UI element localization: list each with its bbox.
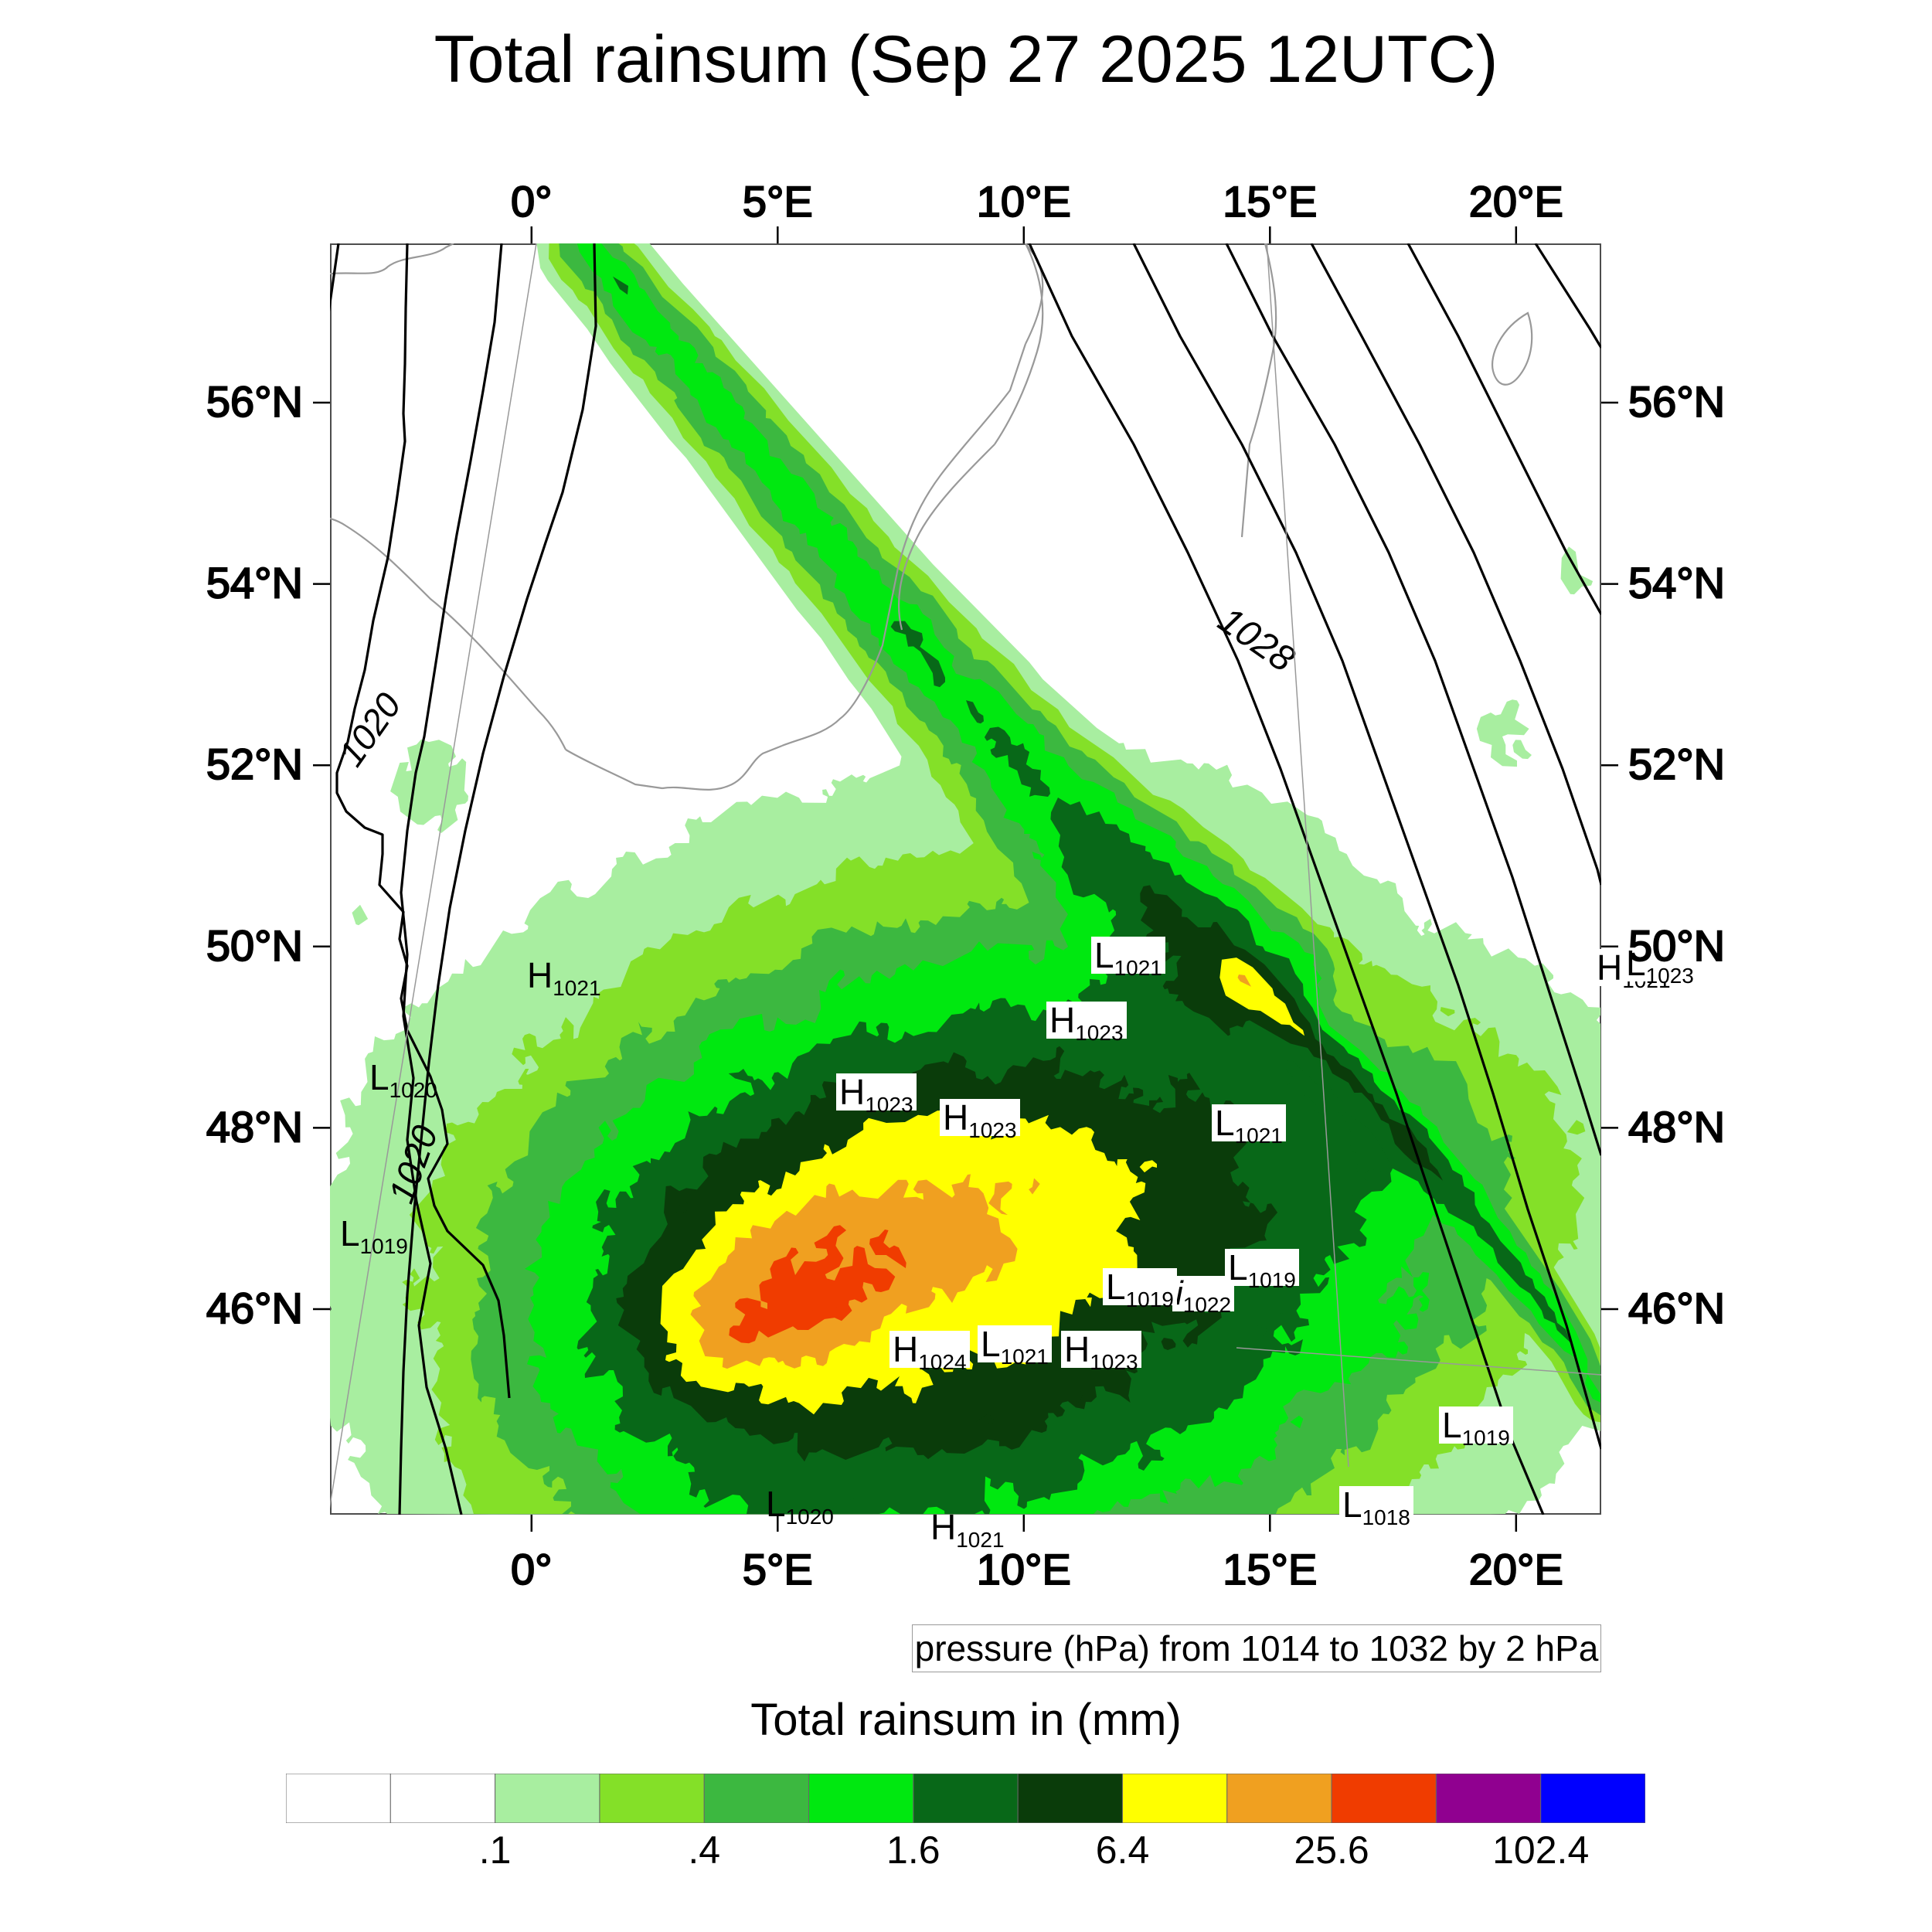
svg-text:10°E: 10°E: [977, 177, 1071, 226]
svg-text:56°N: 56°N: [1628, 377, 1725, 426]
svg-text:20°E: 20°E: [1469, 1545, 1563, 1594]
svg-text:50°N: 50°N: [206, 921, 303, 970]
svg-text:56°N: 56°N: [206, 377, 303, 426]
svg-text:48°N: 48°N: [206, 1102, 303, 1151]
svg-text:15°E: 15°E: [1223, 177, 1317, 226]
svg-text:50°N: 50°N: [1628, 921, 1725, 970]
svg-text:46°N: 46°N: [1628, 1284, 1725, 1332]
svg-text:54°N: 54°N: [206, 559, 303, 607]
svg-text:10°E: 10°E: [977, 1545, 1071, 1594]
svg-text:52°N: 52°N: [206, 740, 303, 788]
svg-text:20°E: 20°E: [1469, 177, 1563, 226]
svg-text:5°E: 5°E: [743, 1545, 813, 1594]
svg-text:15°E: 15°E: [1223, 1545, 1317, 1594]
svg-text:54°N: 54°N: [1628, 559, 1725, 607]
svg-text:0°: 0°: [511, 177, 553, 226]
svg-text:48°N: 48°N: [1628, 1102, 1725, 1151]
svg-text:52°N: 52°N: [1628, 740, 1725, 788]
svg-text:46°N: 46°N: [206, 1284, 303, 1332]
svg-text:0°: 0°: [511, 1545, 553, 1594]
svg-text:5°E: 5°E: [743, 177, 813, 226]
